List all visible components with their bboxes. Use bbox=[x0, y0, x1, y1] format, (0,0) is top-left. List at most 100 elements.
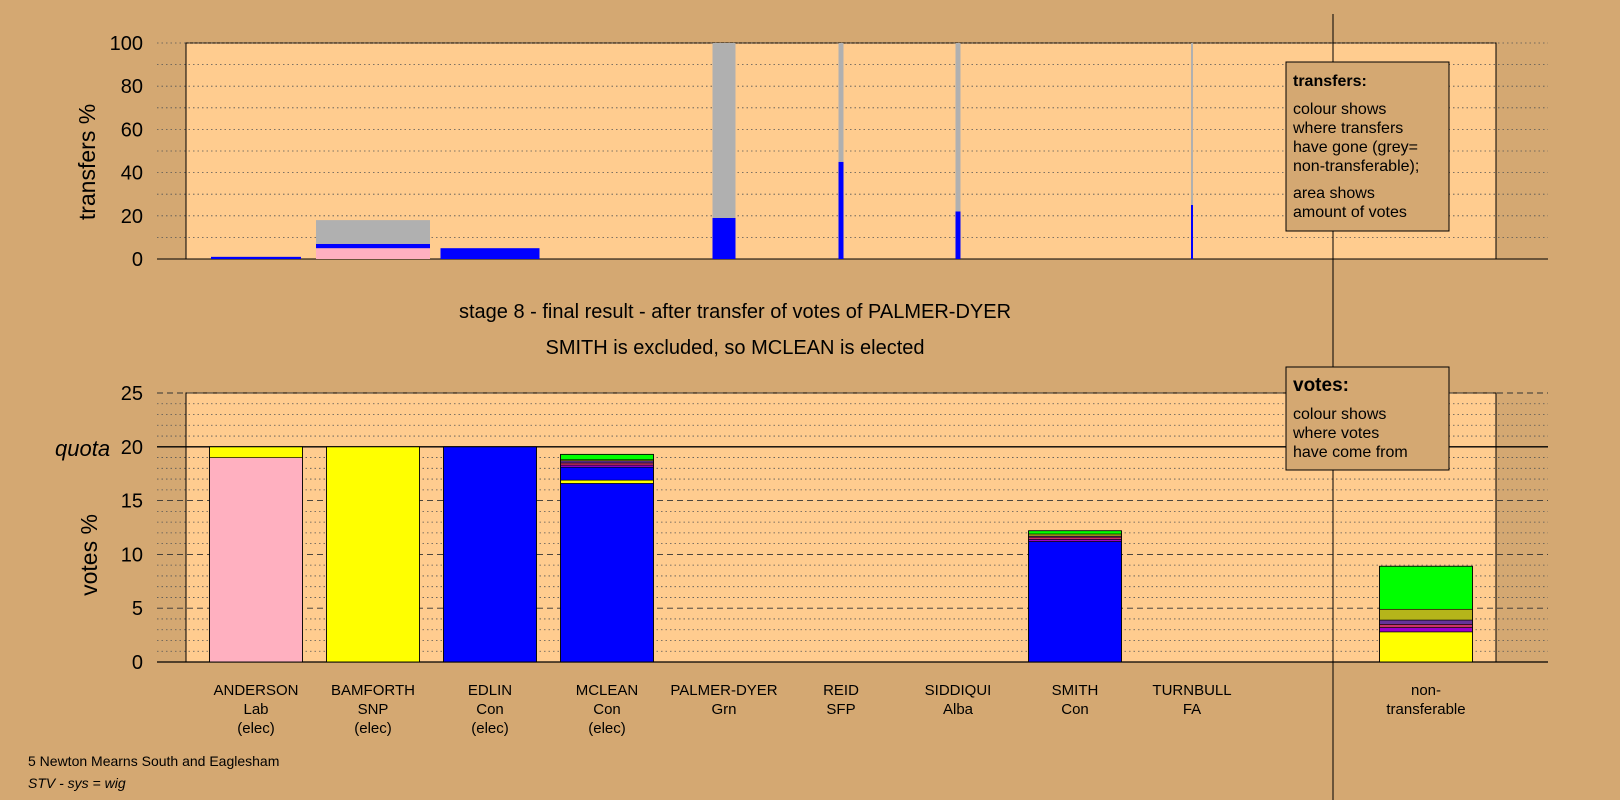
transfer-segment bbox=[712, 217, 736, 259]
candidate-name: PALMER-DYER bbox=[670, 682, 777, 699]
vote-segment bbox=[560, 454, 654, 461]
candidate-party: Con bbox=[476, 701, 504, 718]
transfer-bar-siddiqui bbox=[955, 43, 961, 259]
vote-segment bbox=[209, 446, 303, 458]
transfer-segment bbox=[316, 220, 430, 244]
transfer-segment bbox=[838, 161, 844, 259]
transfers-axis-title: transfers % bbox=[74, 104, 100, 220]
vote-segment bbox=[1028, 536, 1122, 540]
transfer-bar-reid bbox=[838, 43, 844, 259]
candidate-party: Grn bbox=[711, 701, 736, 718]
vote-bar-outline bbox=[326, 446, 420, 663]
votes-tick-label: 0 bbox=[132, 652, 143, 674]
candidate-status: (elec) bbox=[237, 720, 275, 737]
vote-bar-edlin bbox=[443, 446, 537, 663]
vote-bar-outline bbox=[209, 446, 303, 663]
candidate-party: SNP bbox=[358, 701, 389, 718]
transfers-legend-line: have gone (grey= bbox=[1293, 139, 1418, 156]
candidate-party: Con bbox=[593, 701, 621, 718]
votes-legend-title: votes: bbox=[1293, 375, 1349, 396]
system-note: STV - sys = wig bbox=[28, 775, 126, 791]
candidate-party: SFP bbox=[826, 701, 855, 718]
vote-segment bbox=[443, 446, 537, 663]
transfer-segment bbox=[955, 211, 961, 259]
transfers-legend-line: area shows bbox=[1293, 185, 1375, 202]
candidate-name: ANDERSON bbox=[213, 682, 298, 699]
transfer-segment bbox=[440, 248, 540, 259]
candidate-status: (elec) bbox=[354, 720, 392, 737]
votes-legend-line: have come from bbox=[1293, 444, 1408, 461]
votes-axis-title: votes % bbox=[76, 514, 102, 596]
transfers-legend-line: where transfers bbox=[1292, 120, 1403, 137]
vote-bar-outline bbox=[560, 453, 654, 663]
transfers-tick-label: 40 bbox=[121, 163, 143, 185]
transfers-tick-label: 0 bbox=[132, 249, 143, 271]
vote-segment bbox=[1379, 627, 1473, 633]
vote-bar-non-transferable bbox=[1379, 565, 1473, 663]
vote-segment bbox=[560, 462, 654, 466]
transfer-bar-bamforth bbox=[316, 220, 430, 259]
candidate-party: Lab bbox=[243, 701, 268, 718]
vote-bar-anderson bbox=[209, 446, 303, 663]
votes-tick-label: 10 bbox=[121, 544, 143, 566]
transfers-legend-line: colour shows bbox=[1293, 101, 1386, 118]
transfer-segment bbox=[1191, 205, 1193, 259]
transfer-segment bbox=[1191, 43, 1193, 205]
vote-segment bbox=[209, 457, 303, 663]
votes-tick-label: 25 bbox=[121, 383, 143, 405]
transfer-bar-anderson bbox=[211, 256, 301, 259]
vote-segment bbox=[560, 460, 654, 464]
quota-label: quota bbox=[55, 436, 110, 461]
vote-bar-smith bbox=[1028, 530, 1122, 663]
result-subtitle: SMITH is excluded, so MCLEAN is elected bbox=[545, 337, 924, 359]
transfer-segment bbox=[211, 256, 301, 259]
vote-bar-outline bbox=[1379, 565, 1473, 663]
transfer-segment bbox=[316, 243, 430, 249]
vote-segment bbox=[1379, 624, 1473, 628]
candidate-status: (elec) bbox=[471, 720, 509, 737]
transfers-legend-line: amount of votes bbox=[1293, 204, 1407, 221]
transfer-segment bbox=[955, 43, 961, 212]
votes-legend-line: where votes bbox=[1292, 425, 1379, 442]
vote-segment bbox=[1028, 530, 1122, 535]
transfer-segment bbox=[712, 43, 736, 218]
vote-segment bbox=[1379, 619, 1473, 625]
candidate-name: REID bbox=[823, 682, 859, 699]
votes-tick-label: 20 bbox=[121, 437, 143, 459]
vote-segment bbox=[1379, 565, 1473, 610]
vote-bar-mclean bbox=[560, 453, 654, 663]
vote-segment bbox=[326, 446, 420, 663]
candidate-name: BAMFORTH bbox=[331, 682, 415, 699]
vote-bar-outline bbox=[443, 446, 537, 663]
candidate-party: Alba bbox=[943, 701, 974, 718]
vote-bar-outline bbox=[1028, 530, 1122, 663]
candidate-name: MCLEAN bbox=[576, 682, 639, 699]
vote-segment bbox=[1028, 533, 1122, 537]
candidate-status: (elec) bbox=[588, 720, 626, 737]
transfers-legend-title: transfers: bbox=[1293, 73, 1367, 90]
vote-segment bbox=[1028, 539, 1122, 542]
non-transferable-label: non- bbox=[1411, 682, 1441, 699]
transfer-segment bbox=[838, 43, 844, 162]
vote-segment bbox=[560, 466, 654, 481]
candidate-party: FA bbox=[1183, 701, 1201, 718]
vote-bar-bamforth bbox=[326, 446, 420, 663]
candidate-name: TURNBULL bbox=[1152, 682, 1231, 699]
transfer-segment bbox=[316, 248, 430, 259]
transfers-tick-label: 100 bbox=[110, 33, 143, 55]
vote-segment bbox=[560, 483, 654, 663]
vote-segment bbox=[560, 464, 654, 468]
transfers-legend-line: non-transferable); bbox=[1293, 158, 1419, 175]
transfer-bar-edlin bbox=[440, 248, 540, 259]
votes-legend: votes: colour shows where votes have com… bbox=[1285, 366, 1450, 471]
transfers-tick-label: 20 bbox=[121, 206, 143, 228]
votes-tick-label: 5 bbox=[132, 598, 143, 620]
candidate-name: SIDDIQUI bbox=[925, 682, 992, 699]
votes-tick-label: 15 bbox=[121, 491, 143, 513]
candidate-name: SMITH bbox=[1052, 682, 1099, 699]
transfers-tick-label: 80 bbox=[121, 76, 143, 98]
vote-segment bbox=[1379, 608, 1473, 621]
votes-legend-line: colour shows bbox=[1293, 406, 1386, 423]
vote-segment bbox=[560, 479, 654, 484]
